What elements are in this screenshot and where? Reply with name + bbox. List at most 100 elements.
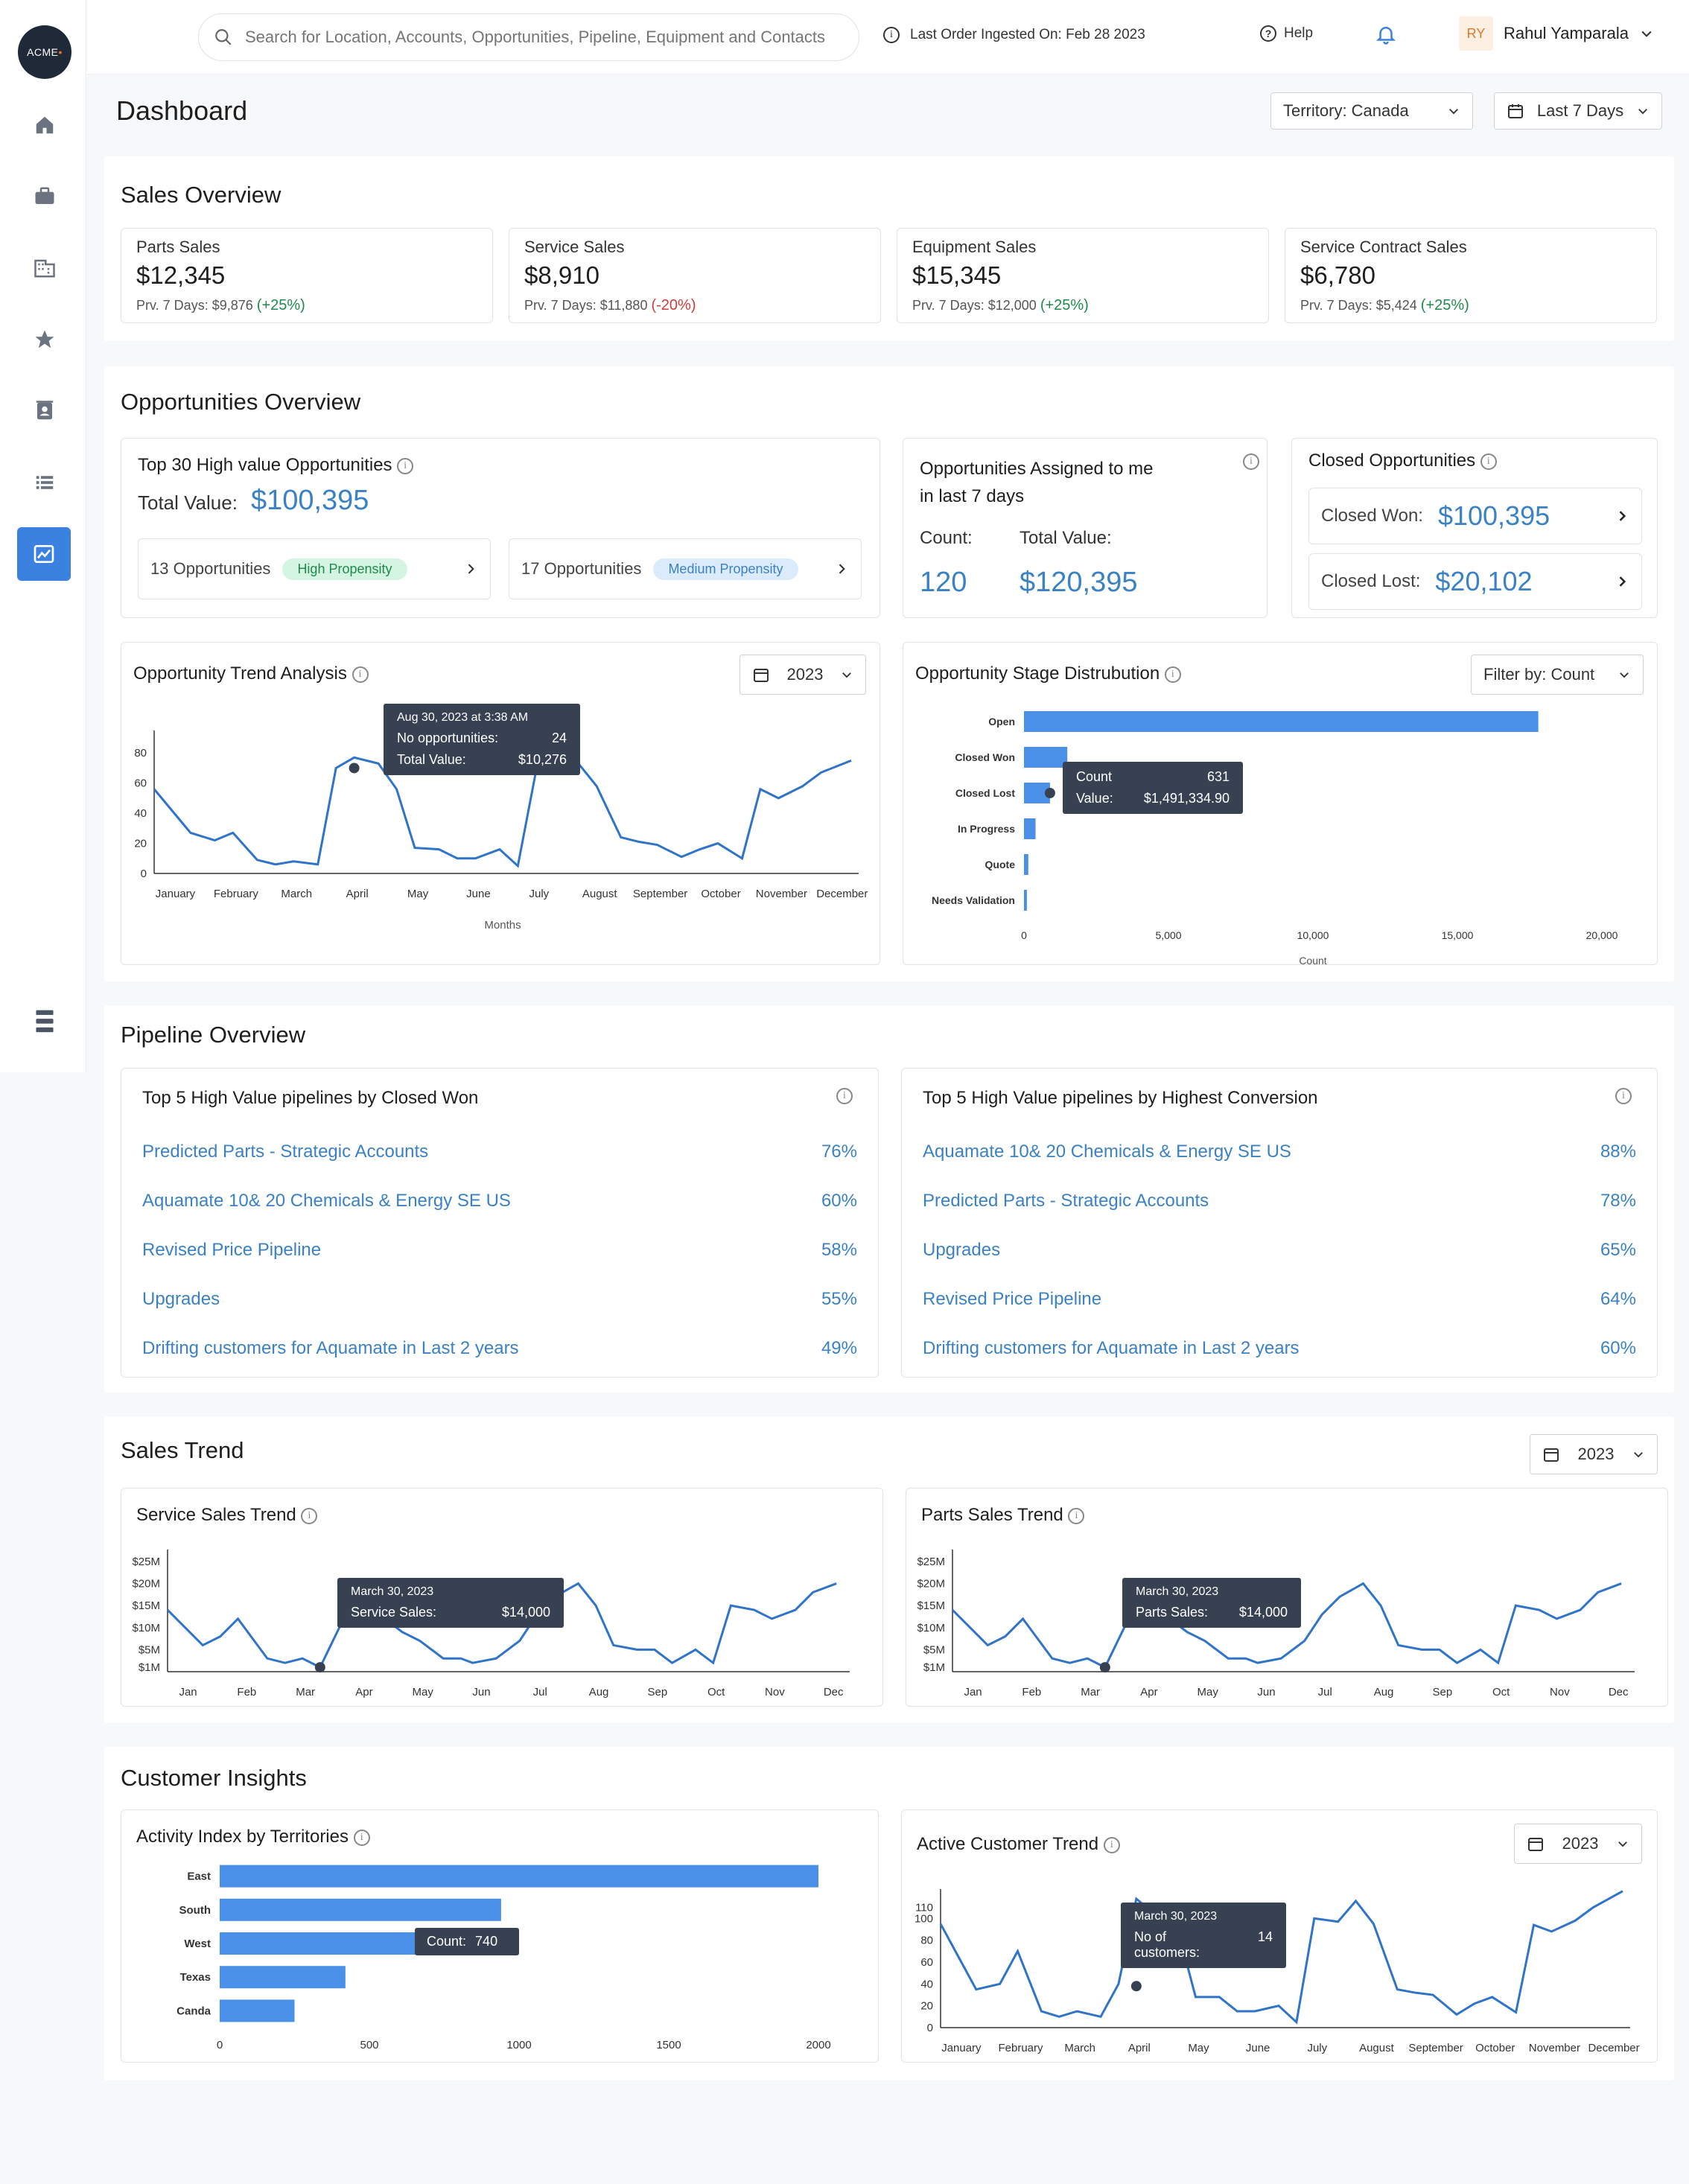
pipeline-row[interactable]: Upgrades 65%: [923, 1240, 1636, 1261]
search-input[interactable]: [245, 28, 841, 47]
x-tick-label: Jun: [1257, 1686, 1275, 1699]
year-select[interactable]: 2023: [739, 655, 866, 695]
brand-logo[interactable]: ACME •: [18, 25, 71, 79]
info-icon[interactable]: i: [301, 1507, 318, 1524]
high-propensity-link[interactable]: 13 Opportunities High Propensity: [138, 538, 491, 599]
value-label: Total Value:: [1020, 528, 1112, 548]
card-title: Activity Index by Territories i: [136, 1827, 370, 1847]
info-icon[interactable]: i: [1480, 453, 1497, 470]
pipeline-name[interactable]: Predicted Parts - Strategic Accounts: [923, 1191, 1209, 1211]
info-icon[interactable]: i: [836, 1088, 853, 1104]
x-tick-label: March: [281, 888, 312, 900]
y-tick-label: $1M: [923, 1661, 945, 1674]
pipeline-row[interactable]: Drifting customers for Aquamate in Last …: [923, 1338, 1636, 1359]
info-icon[interactable]: i: [353, 1829, 370, 1846]
pipeline-name[interactable]: Drifting customers for Aquamate in Last …: [142, 1338, 519, 1358]
info-icon[interactable]: i: [1243, 453, 1259, 470]
x-tick-label: 1000: [506, 2039, 531, 2051]
x-tick-label: September: [1408, 2042, 1463, 2054]
closed-lost-link[interactable]: Closed Lost: $20,102: [1308, 553, 1642, 610]
pipeline-name[interactable]: Aquamate 10& 20 Chemicals & Energy SE US: [142, 1191, 511, 1211]
avatar: RY: [1459, 16, 1493, 51]
info-icon[interactable]: i: [352, 666, 369, 683]
x-tick-label: February: [214, 888, 259, 900]
pipeline-name[interactable]: Revised Price Pipeline: [142, 1240, 322, 1260]
medium-propensity-link[interactable]: 17 Opportunities Medium Propensity: [509, 538, 862, 599]
pipeline-row[interactable]: Upgrades 55%: [142, 1289, 857, 1310]
sales-card[interactable]: Equipment Sales $15,345 Prv. 7 Days: $12…: [897, 228, 1269, 323]
x-tick-label: November: [756, 888, 807, 900]
pipeline-name[interactable]: Predicted Parts - Strategic Accounts: [142, 1142, 429, 1162]
info-icon[interactable]: i: [1103, 1836, 1120, 1853]
briefcase-icon[interactable]: [27, 179, 63, 214]
x-tick-label: August: [1359, 2042, 1395, 2054]
x-tick-label: Jul: [533, 1686, 547, 1699]
count-label: Count:: [920, 528, 973, 548]
section-title: Customer Insights: [121, 1765, 307, 1791]
home-icon[interactable]: [27, 107, 63, 143]
filter-select[interactable]: Filter by: Count: [1471, 655, 1644, 695]
bar: [220, 1898, 501, 1921]
building-icon[interactable]: [27, 250, 63, 286]
x-tick-label: Oct: [1492, 1686, 1510, 1699]
category-label: Quote: [985, 859, 1016, 870]
pipeline-row[interactable]: Predicted Parts - Strategic Accounts 78%: [923, 1191, 1636, 1212]
y-tick-label: $10M: [132, 1622, 160, 1634]
sales-card[interactable]: Service Contract Sales $6,780 Prv. 7 Day…: [1285, 228, 1657, 323]
sales-card[interactable]: Parts Sales $12,345 Prv. 7 Days: $9,876 …: [121, 228, 493, 323]
closed-won-link[interactable]: Closed Won: $100,395: [1308, 488, 1642, 544]
category-label: Closed Won: [955, 751, 1015, 763]
info-icon[interactable]: i: [1164, 666, 1181, 683]
chart-tooltip: Aug 30, 2023 at 3:38 AM No opportunities…: [384, 704, 580, 775]
bar: [220, 1966, 346, 1989]
last-order-status: i Last Order Ingested On: Feb 28 2023: [883, 27, 1145, 43]
info-icon[interactable]: i: [397, 457, 414, 474]
year-select[interactable]: 2023: [1530, 1434, 1658, 1474]
x-tick-label: 15,000: [1442, 929, 1474, 941]
x-tick-label: Jan: [964, 1686, 982, 1699]
menu-stack-icon[interactable]: [27, 1004, 63, 1040]
y-tick-label: 60: [920, 1956, 933, 1969]
pipeline-name[interactable]: Upgrades: [142, 1289, 220, 1309]
calendar-icon: [754, 669, 769, 682]
contacts-icon[interactable]: [27, 393, 63, 429]
chevron-right-icon: [1619, 576, 1626, 587]
category-label: East: [187, 1871, 211, 1883]
pipeline-name[interactable]: Revised Price Pipeline: [923, 1289, 1102, 1309]
date-range-select[interactable]: Last 7 Days: [1494, 92, 1662, 130]
pipeline-percent: 58%: [821, 1240, 857, 1260]
pipeline-percent: 88%: [1600, 1142, 1636, 1162]
pipeline-percent: 60%: [1600, 1338, 1636, 1358]
pipeline-name[interactable]: Aquamate 10& 20 Chemicals & Energy SE US: [923, 1142, 1291, 1162]
sales-card-previous: Prv. 7 Days: $5,424 (+25%): [1300, 297, 1469, 313]
pipeline-name[interactable]: Drifting customers for Aquamate in Last …: [923, 1338, 1300, 1358]
info-icon[interactable]: i: [1068, 1507, 1085, 1524]
pipeline-row[interactable]: Predicted Parts - Strategic Accounts 76%: [142, 1142, 857, 1162]
pipeline-row[interactable]: Drifting customers for Aquamate in Last …: [142, 1338, 857, 1359]
territory-select[interactable]: Territory: Canada: [1270, 92, 1473, 130]
user-menu[interactable]: RY Rahul Yamparala: [1459, 16, 1654, 51]
list-icon[interactable]: [27, 465, 63, 500]
info-icon[interactable]: i: [1615, 1088, 1632, 1104]
x-tick-label: December: [1588, 2042, 1639, 2054]
page-title: Dashboard: [116, 95, 248, 126]
sales-card[interactable]: Service Sales $8,910 Prv. 7 Days: $11,88…: [509, 228, 881, 323]
x-tick-label: Jul: [1318, 1686, 1332, 1699]
pipeline-row[interactable]: Aquamate 10& 20 Chemicals & Energy SE US…: [142, 1191, 857, 1212]
help-link[interactable]: ? Help: [1260, 25, 1313, 42]
pipeline-name[interactable]: Upgrades: [923, 1240, 1001, 1260]
year-select[interactable]: 2023: [1514, 1824, 1642, 1864]
sales-card-label: Service Contract Sales: [1300, 238, 1467, 256]
dashboard-icon[interactable]: [17, 527, 71, 581]
star-icon[interactable]: [27, 322, 63, 357]
category-label: Closed Lost: [955, 787, 1015, 799]
pipeline-row[interactable]: Aquamate 10& 20 Chemicals & Energy SE US…: [923, 1142, 1636, 1162]
chevron-down-icon: [842, 672, 851, 678]
bell-icon[interactable]: [1375, 22, 1397, 50]
pipeline-row[interactable]: Revised Price Pipeline 58%: [142, 1240, 857, 1261]
y-tick-label: $20M: [132, 1578, 160, 1591]
global-search[interactable]: [198, 13, 859, 61]
x-tick-label: Sep: [647, 1686, 667, 1699]
pipeline-row[interactable]: Revised Price Pipeline 64%: [923, 1289, 1636, 1310]
y-tick-label: 40: [920, 1978, 933, 1990]
